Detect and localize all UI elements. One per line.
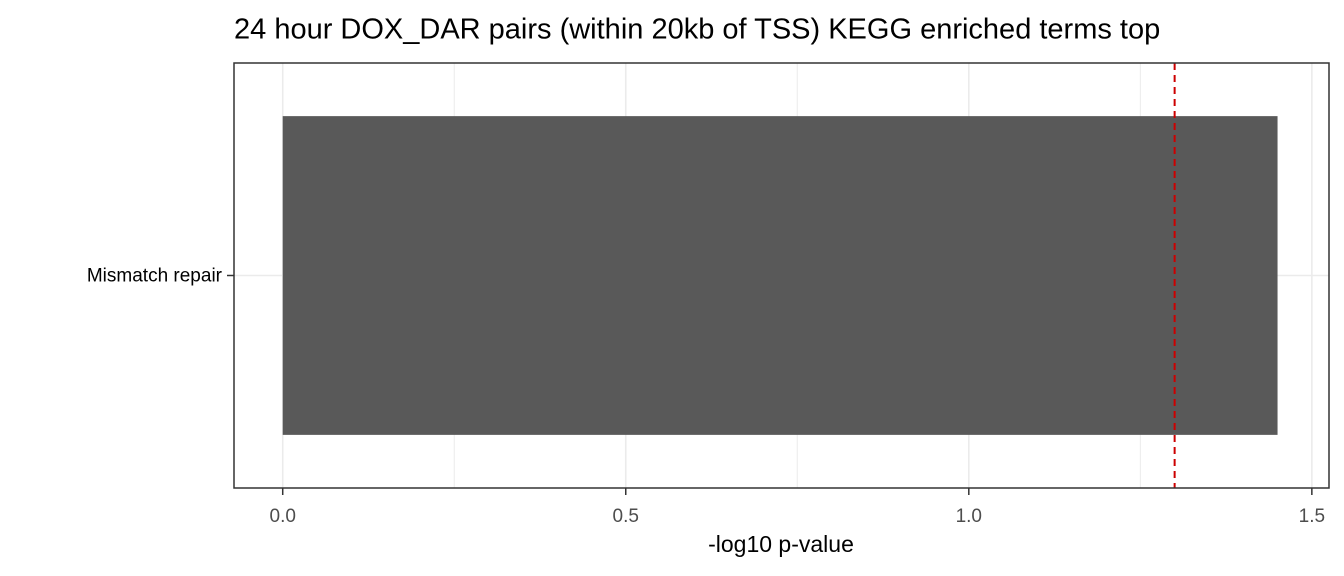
bar xyxy=(282,116,1278,435)
chart-title: 24 hour DOX_DAR pairs (within 20kb of TS… xyxy=(234,14,1160,46)
x-tick-label: 1.5 xyxy=(1299,506,1325,527)
x-tick-label: 0.0 xyxy=(270,506,296,527)
x-tick-label: 0.5 xyxy=(613,506,639,527)
x-tick-label: 1.0 xyxy=(956,506,982,527)
x-axis-title: -log10 p-value xyxy=(708,531,854,557)
panel-border xyxy=(233,62,1330,489)
y-tick-label: Mismatch repair xyxy=(87,266,223,287)
